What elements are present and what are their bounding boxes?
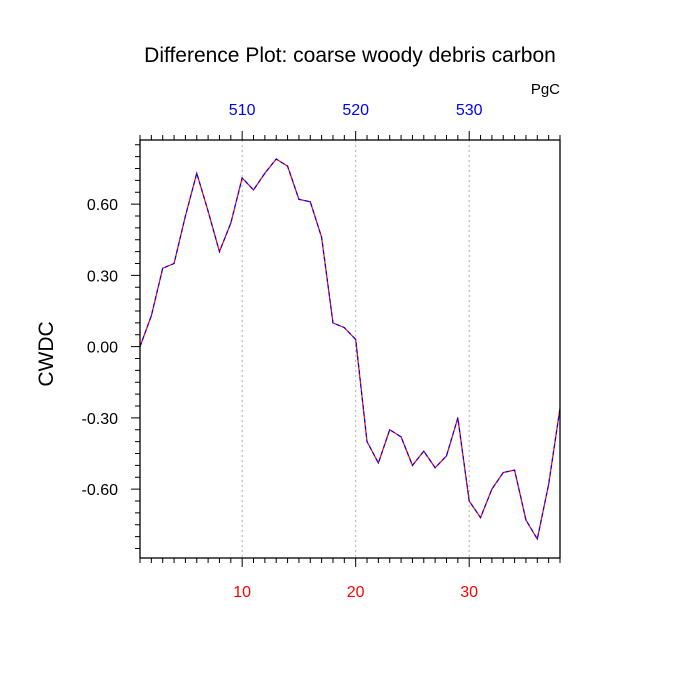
data-point bbox=[502, 471, 504, 474]
data-point bbox=[218, 251, 221, 253]
data-point bbox=[252, 189, 255, 191]
series-line bbox=[139, 158, 561, 541]
chart-title: Difference Plot: coarse woody debris car… bbox=[144, 44, 556, 67]
x-tick-label: 20 bbox=[347, 584, 365, 601]
data-point bbox=[286, 165, 289, 167]
data-point bbox=[230, 222, 232, 224]
data-point bbox=[184, 215, 187, 217]
tick-labels: 10 20 30 510 520 530 0.60 0.30 0.00 -0.30 -0.60 bbox=[82, 102, 483, 601]
y-tick-label: 0.30 bbox=[87, 268, 118, 285]
grid-lines bbox=[241, 140, 470, 558]
data-point bbox=[321, 236, 323, 238]
data-point bbox=[445, 455, 448, 457]
data-point bbox=[207, 210, 209, 212]
y-tick-label: 0.00 bbox=[87, 340, 118, 357]
data-point bbox=[162, 267, 164, 269]
data-point bbox=[423, 450, 425, 452]
top-tick-label: 530 bbox=[456, 102, 483, 119]
data-point bbox=[366, 441, 368, 443]
data-point bbox=[264, 172, 266, 174]
data-point bbox=[468, 500, 470, 502]
units-label: PgC bbox=[531, 81, 560, 98]
data-point bbox=[275, 158, 277, 160]
data-point bbox=[389, 429, 391, 431]
data-point bbox=[536, 538, 538, 540]
axis-ticks bbox=[131, 131, 561, 567]
data-point bbox=[241, 177, 243, 179]
data-point bbox=[377, 462, 379, 464]
y-tick-label: -0.60 bbox=[82, 482, 119, 499]
x-tick-label: 10 bbox=[233, 584, 251, 601]
data-point bbox=[491, 488, 493, 490]
data-point bbox=[548, 483, 550, 485]
data-point bbox=[196, 172, 198, 174]
data-point bbox=[309, 201, 311, 203]
data-point bbox=[457, 417, 459, 419]
top-tick-label: 510 bbox=[229, 102, 256, 119]
data-point bbox=[525, 519, 527, 521]
data-series bbox=[139, 158, 561, 541]
data-point bbox=[479, 517, 482, 519]
data-point bbox=[173, 262, 175, 265]
data-point bbox=[355, 338, 357, 341]
y-tick-label: 0.60 bbox=[87, 197, 118, 214]
data-point bbox=[150, 315, 152, 317]
top-tick-label: 520 bbox=[342, 102, 369, 119]
data-point bbox=[343, 327, 345, 329]
y-axis-label: CWDC bbox=[35, 321, 58, 386]
plot-frame bbox=[139, 139, 561, 559]
y-tick-label: -0.30 bbox=[82, 411, 119, 428]
data-point bbox=[332, 322, 334, 324]
data-point bbox=[434, 467, 436, 469]
x-tick-label: 30 bbox=[460, 584, 478, 601]
data-point bbox=[513, 469, 516, 471]
data-point bbox=[411, 464, 414, 466]
data-point bbox=[400, 436, 402, 438]
data-point bbox=[298, 198, 300, 200]
